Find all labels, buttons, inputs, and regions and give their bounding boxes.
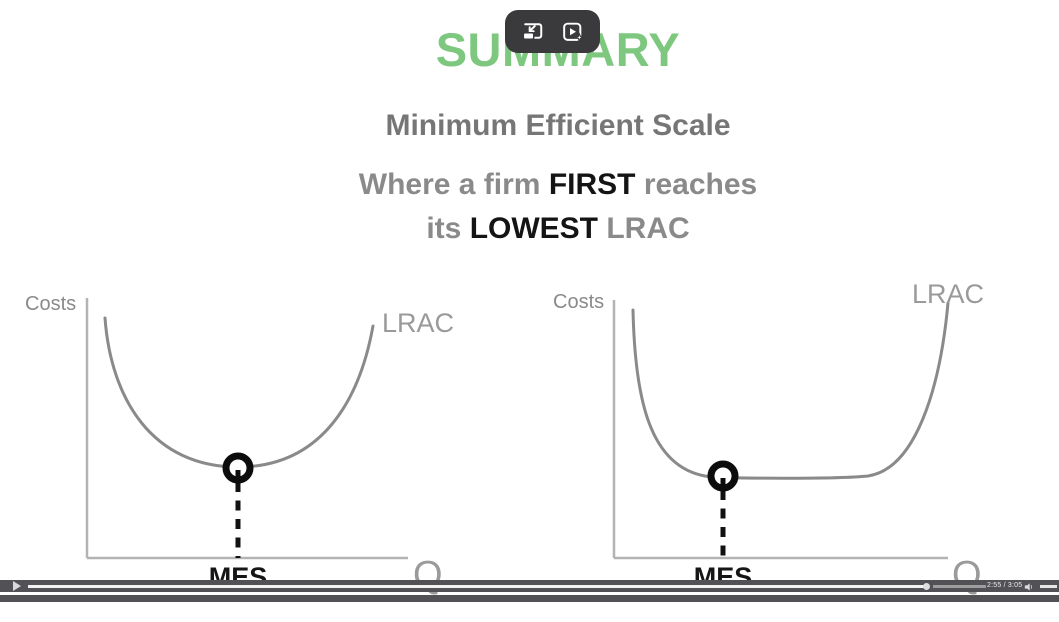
slide-line2: its LOWEST LRAC: [58, 212, 1058, 246]
player-control-bar: 2:55 / 3:05: [0, 580, 1059, 592]
video-hover-controls: [505, 10, 600, 53]
slide-line1: Where a firm FIRST reaches: [58, 168, 1058, 202]
min-point-marker: [707, 460, 739, 492]
text-segment: Where a firm: [358, 168, 549, 201]
play-enhance-button[interactable]: [558, 17, 588, 47]
min-point-marker: [222, 452, 254, 484]
text-segment: reaches: [635, 168, 758, 201]
miniplayer-icon: [522, 23, 543, 40]
time-display: 2:55 / 3:05: [987, 582, 1023, 589]
lrac-curve-label: LRAC: [912, 279, 984, 309]
seek-bar-played: [28, 585, 927, 588]
volume-icon[interactable]: [1024, 582, 1034, 592]
emphasis-lowest: LOWEST: [469, 212, 599, 245]
lrac-curve: [103, 316, 375, 469]
lrac-curve-label: LRAC: [382, 308, 454, 338]
emphasis-first: FIRST: [548, 168, 636, 201]
y-axis-label: Costs: [553, 291, 604, 313]
slide-heading: Minimum Efficient Scale: [385, 109, 731, 142]
seek-handle[interactable]: [923, 582, 930, 590]
seek-bar[interactable]: [28, 580, 988, 592]
miniplayer-button[interactable]: [518, 17, 548, 47]
lrac-chart-right: Costs LRAC MES Q: [553, 279, 984, 596]
text-segment: its: [426, 212, 470, 245]
play-button[interactable]: [13, 581, 21, 591]
text-segment: LRAC: [598, 212, 690, 245]
lrac-curve: [631, 301, 950, 480]
player-bottom-strip: [0, 595, 1059, 602]
play-sparkle-icon: [563, 22, 585, 43]
lrac-chart-left: Costs LRAC MES Q: [25, 293, 454, 596]
volume-slider[interactable]: [1040, 585, 1057, 588]
seek-bar-remaining: [933, 585, 986, 588]
y-axis-label: Costs: [25, 293, 76, 315]
